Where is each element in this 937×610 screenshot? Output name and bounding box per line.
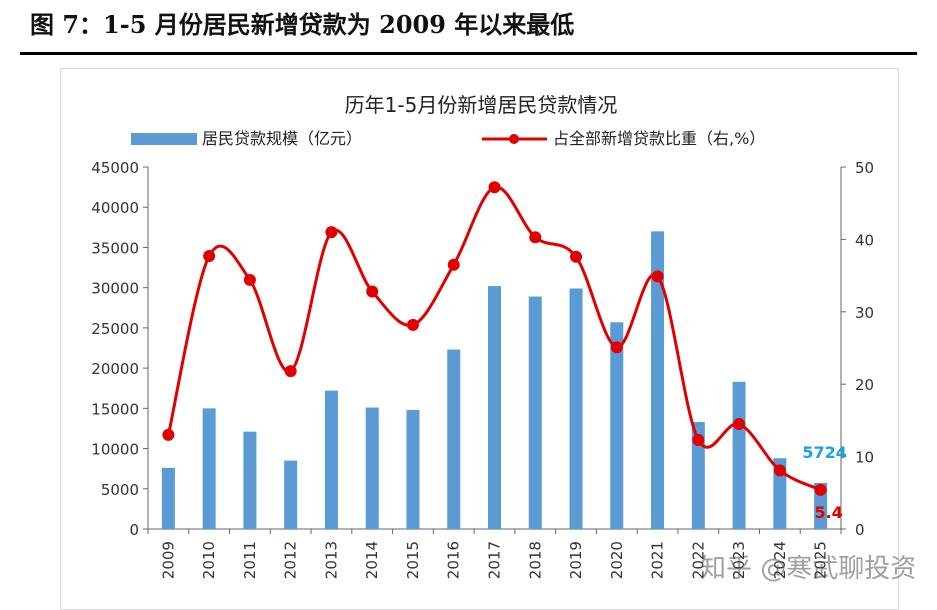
line-point xyxy=(610,341,623,354)
y-left-tick-label: 35000 xyxy=(91,239,139,257)
bar xyxy=(732,381,746,529)
x-tick-label: 2020 xyxy=(608,541,626,579)
y-right-tick-label: 10 xyxy=(855,449,874,467)
x-tick-label: 2016 xyxy=(445,541,463,579)
watermark: 知乎 @寒武聊投资 xyxy=(700,554,917,584)
line-series xyxy=(162,181,827,496)
y-left-tick-label: 40000 xyxy=(91,199,139,217)
x-tick-labels: 2009 2010 2011 2012 2013 2014 2015 2016 2017 2018… xyxy=(159,541,829,579)
line-point xyxy=(529,231,542,244)
y-left-tick-label: 5000 xyxy=(101,481,139,499)
x-tick-label: 2015 xyxy=(404,541,422,579)
x-tick-label: 2019 xyxy=(567,541,585,579)
axes: 0 5000 10000 15000 20000 25000 30000 35000 40000… xyxy=(91,159,874,539)
x-tick-label: 2021 xyxy=(649,541,667,579)
bar xyxy=(365,407,379,529)
bar xyxy=(691,422,705,529)
chart: 历年1-5月份新增居民贷款情况 居民贷款规模（亿元） 占全部新增贷款比重（右,%… xyxy=(91,93,874,579)
y-left-tick-label: 0 xyxy=(129,521,139,539)
bar xyxy=(243,431,257,529)
legend-bar-label: 居民贷款规模（亿元） xyxy=(202,129,362,148)
bar xyxy=(447,349,461,529)
legend-line-label: 占全部新增贷款比重（右,%） xyxy=(553,129,765,148)
legend: 居民贷款规模（亿元） 占全部新增贷款比重（右,%） xyxy=(131,129,765,148)
line-point xyxy=(325,226,338,239)
title-rule xyxy=(20,52,917,55)
x-tick-label: 2009 xyxy=(159,541,177,579)
x-tick-label: 2022 xyxy=(689,541,707,579)
bar-value-label: 5724 xyxy=(802,443,847,462)
bar-series xyxy=(161,231,828,529)
line-point xyxy=(284,365,297,378)
line-point xyxy=(570,250,583,263)
legend-bar-swatch xyxy=(131,133,197,145)
line-point xyxy=(488,181,501,194)
chart-frame: 历年1-5月份新增居民贷款情况 居民贷款规模（亿元） 占全部新增贷款比重（右,%… xyxy=(60,68,899,610)
y-left-tick-label: 15000 xyxy=(91,400,139,418)
y-right-tick-label: 30 xyxy=(855,304,874,322)
line-point xyxy=(243,273,256,286)
line-value-label: 5.4 xyxy=(814,503,842,522)
x-tick-label: 2025 xyxy=(812,541,830,579)
y-left-tick-label: 10000 xyxy=(91,441,139,459)
y-right-tick-label: 40 xyxy=(855,231,874,249)
x-tick-label: 2011 xyxy=(241,541,259,579)
annotations: 5724 5.4 xyxy=(802,443,847,522)
bar xyxy=(651,231,665,529)
bar xyxy=(161,467,175,529)
line-point xyxy=(447,258,460,271)
x-tick-label: 2017 xyxy=(486,541,504,579)
bar xyxy=(569,288,583,529)
line-point xyxy=(406,318,419,331)
chart-title: 历年1-5月份新增居民贷款情况 xyxy=(345,93,618,117)
figure-title: 图 7：1-5 月份居民新增贷款为 2009 年以来最低 xyxy=(30,10,575,39)
y-right-tick-label: 50 xyxy=(855,159,874,177)
bar xyxy=(284,460,298,529)
x-tick-label: 2018 xyxy=(526,541,544,579)
x-tick-label: 2014 xyxy=(363,541,381,579)
bar xyxy=(528,296,542,529)
bar xyxy=(773,458,787,529)
bar xyxy=(488,286,501,529)
line-point xyxy=(366,285,379,298)
x-tick-label: 2013 xyxy=(322,541,340,579)
y-left-tick-label: 20000 xyxy=(91,360,139,378)
y-right-tick-label: 0 xyxy=(855,521,865,539)
legend-line-marker xyxy=(509,134,519,144)
x-tick-label: 2010 xyxy=(200,541,218,579)
line-point xyxy=(814,483,827,496)
bar xyxy=(406,409,420,529)
line-point xyxy=(733,418,746,431)
line-point xyxy=(773,464,786,477)
line-point xyxy=(162,428,175,441)
bar xyxy=(610,322,624,529)
line-point xyxy=(651,270,664,283)
line-point xyxy=(203,250,216,263)
y-left-tick-label: 45000 xyxy=(91,159,139,177)
bar xyxy=(324,390,338,529)
x-tick-label: 2023 xyxy=(730,541,748,579)
line-point xyxy=(692,433,705,446)
bar xyxy=(202,408,216,529)
y-left-tick-label: 30000 xyxy=(91,280,139,298)
y-left-tick-label: 25000 xyxy=(91,320,139,338)
y-right-tick-label: 20 xyxy=(855,376,874,394)
x-tick-label: 2012 xyxy=(282,541,300,579)
x-tick-label: 2024 xyxy=(771,541,789,579)
